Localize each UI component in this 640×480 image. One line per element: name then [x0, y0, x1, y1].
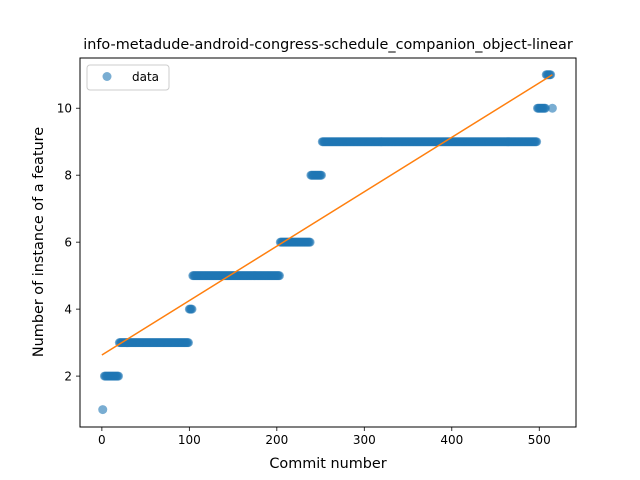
legend-label-data: data: [132, 70, 159, 84]
y-tick-label: 6: [64, 235, 72, 249]
x-tick-label: 400: [440, 433, 463, 447]
x-tick-label: 200: [265, 433, 288, 447]
y-axis-label: Number of instance of a feature: [31, 127, 47, 357]
data-point: [183, 338, 193, 348]
data-point: [532, 137, 542, 147]
legend-box: [86, 64, 170, 91]
y-tick-label: 4: [64, 302, 72, 316]
data-point: [187, 304, 197, 314]
x-axis-label: Commit number: [269, 456, 386, 472]
x-tick-label: 0: [98, 433, 106, 447]
x-tick-label: 300: [353, 433, 376, 447]
y-tick-label: 8: [64, 168, 72, 182]
data-point: [98, 405, 108, 415]
data-point: [274, 271, 284, 281]
data-point: [113, 371, 123, 381]
chart-title: info-metadude-android-congress-schedule_…: [83, 37, 573, 53]
x-tick-label: 500: [528, 433, 551, 447]
x-tick-label: 100: [178, 433, 201, 447]
x-axis: 0 100 200 300 400 500: [98, 427, 551, 447]
data-point: [547, 103, 557, 113]
data-point: [540, 103, 550, 113]
fit-line: [101, 74, 553, 356]
y-axis: 2 4 6 8 10: [57, 102, 80, 383]
y-tick-label: 2: [64, 369, 72, 383]
legend-marker-data: [102, 72, 112, 81]
y-tick-label: 10: [57, 102, 72, 116]
data-point: [316, 170, 326, 180]
legend: data: [86, 64, 170, 91]
data-point: [305, 237, 315, 247]
plot-area: [98, 70, 557, 415]
